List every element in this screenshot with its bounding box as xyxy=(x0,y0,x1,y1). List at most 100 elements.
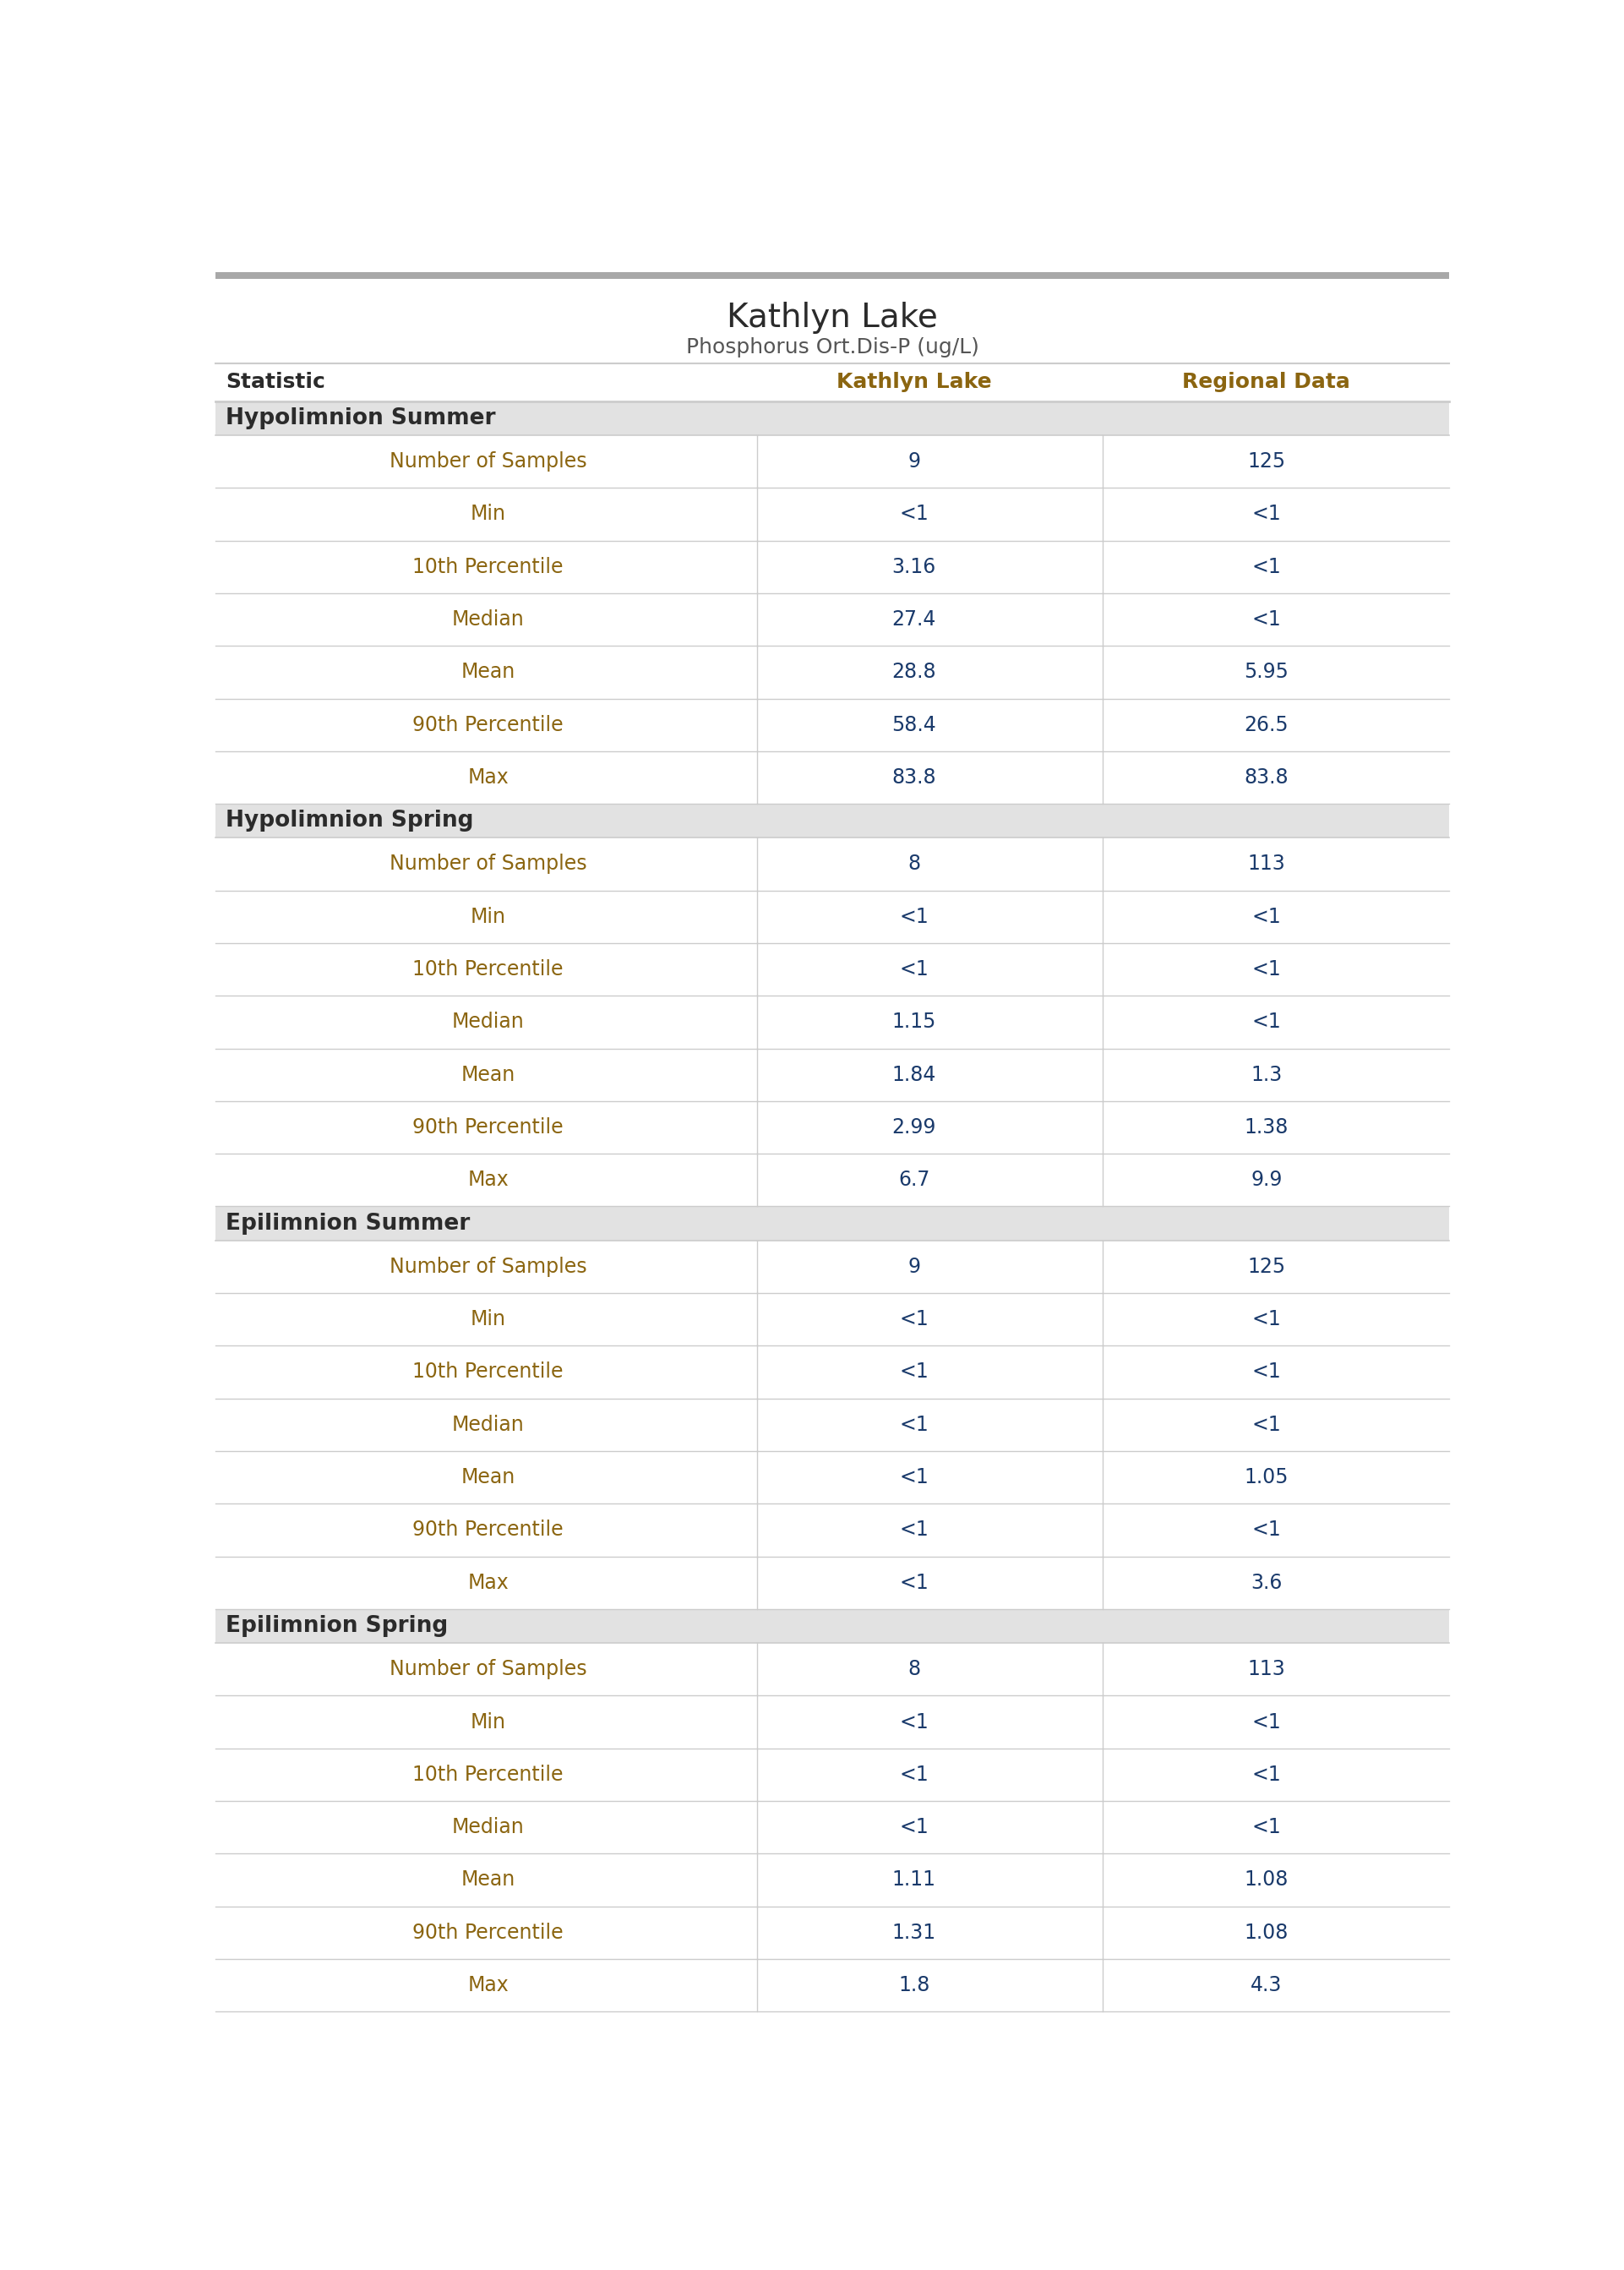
Text: Statistic: Statistic xyxy=(226,372,325,393)
Text: <1: <1 xyxy=(900,1573,929,1594)
Text: <1: <1 xyxy=(900,906,929,926)
Bar xyxy=(216,647,1449,699)
Text: 10th Percentile: 10th Percentile xyxy=(412,1764,564,1784)
Text: 5.95: 5.95 xyxy=(1244,663,1289,683)
Text: 90th Percentile: 90th Percentile xyxy=(412,1117,564,1137)
Text: Number of Samples: Number of Samples xyxy=(390,1258,586,1276)
Text: 1.31: 1.31 xyxy=(892,1923,935,1943)
Text: <1: <1 xyxy=(900,1310,929,1330)
Text: Max: Max xyxy=(468,1169,508,1189)
Text: 113: 113 xyxy=(1247,1659,1286,1680)
Text: Min: Min xyxy=(471,1310,505,1330)
Bar xyxy=(216,436,1449,488)
Text: 9.9: 9.9 xyxy=(1250,1169,1283,1189)
Text: 83.8: 83.8 xyxy=(892,767,937,788)
Text: 1.11: 1.11 xyxy=(892,1870,935,1891)
Text: <1: <1 xyxy=(900,1414,929,1435)
Text: 2.99: 2.99 xyxy=(892,1117,937,1137)
Text: <1: <1 xyxy=(1252,1816,1281,1836)
Bar xyxy=(216,699,1449,751)
Text: <1: <1 xyxy=(1252,960,1281,981)
Text: Number of Samples: Number of Samples xyxy=(390,452,586,472)
Text: 10th Percentile: 10th Percentile xyxy=(412,960,564,981)
Text: 10th Percentile: 10th Percentile xyxy=(412,556,564,577)
Text: Median: Median xyxy=(451,1012,525,1033)
Text: Max: Max xyxy=(468,1573,508,1594)
Bar xyxy=(216,1398,1449,1451)
Text: 6.7: 6.7 xyxy=(898,1169,931,1189)
Text: <1: <1 xyxy=(900,504,929,524)
Text: <1: <1 xyxy=(900,960,929,981)
Text: 90th Percentile: 90th Percentile xyxy=(412,1521,564,1539)
Text: <1: <1 xyxy=(1252,556,1281,577)
Bar xyxy=(216,402,1449,436)
Text: 113: 113 xyxy=(1247,854,1286,874)
Text: <1: <1 xyxy=(900,1816,929,1836)
Text: 1.8: 1.8 xyxy=(898,1975,931,1995)
Bar xyxy=(216,804,1449,838)
Text: Mean: Mean xyxy=(461,1466,515,1487)
Bar xyxy=(216,272,1449,279)
Text: 1.3: 1.3 xyxy=(1250,1065,1283,1085)
Bar xyxy=(216,540,1449,592)
Text: 28.8: 28.8 xyxy=(892,663,937,683)
Bar xyxy=(216,1294,1449,1346)
Text: Mean: Mean xyxy=(461,663,515,683)
Text: 1.84: 1.84 xyxy=(892,1065,937,1085)
Text: Epilimnion Summer: Epilimnion Summer xyxy=(226,1212,469,1235)
Text: 10th Percentile: 10th Percentile xyxy=(412,1362,564,1382)
Text: Min: Min xyxy=(471,504,505,524)
Bar xyxy=(216,1696,1449,1748)
Text: 58.4: 58.4 xyxy=(892,715,937,735)
Bar xyxy=(216,1800,1449,1855)
Bar xyxy=(216,1855,1449,1907)
Text: Max: Max xyxy=(468,767,508,788)
Text: <1: <1 xyxy=(1252,1521,1281,1539)
Text: 8: 8 xyxy=(908,1659,921,1680)
Text: 1.08: 1.08 xyxy=(1244,1870,1289,1891)
Bar xyxy=(216,1346,1449,1398)
Text: 4.3: 4.3 xyxy=(1250,1975,1283,1995)
Text: <1: <1 xyxy=(1252,1310,1281,1330)
Text: Mean: Mean xyxy=(461,1065,515,1085)
Bar xyxy=(216,592,1449,647)
Text: Epilimnion Spring: Epilimnion Spring xyxy=(226,1614,448,1637)
Text: Kathlyn Lake: Kathlyn Lake xyxy=(726,302,939,334)
Text: <1: <1 xyxy=(900,1712,929,1732)
Text: 3.16: 3.16 xyxy=(892,556,935,577)
Text: Kathlyn Lake: Kathlyn Lake xyxy=(836,372,992,393)
Text: Number of Samples: Number of Samples xyxy=(390,854,586,874)
Text: Hypolimnion Spring: Hypolimnion Spring xyxy=(226,810,474,831)
Bar xyxy=(216,363,1449,402)
Text: Median: Median xyxy=(451,1414,525,1435)
Text: Phosphorus Ort.Dis-P (ug/L): Phosphorus Ort.Dis-P (ug/L) xyxy=(685,336,979,356)
Text: <1: <1 xyxy=(1252,1012,1281,1033)
Text: 1.15: 1.15 xyxy=(892,1012,937,1033)
Bar xyxy=(216,997,1449,1049)
Text: <1: <1 xyxy=(900,1764,929,1784)
Text: Max: Max xyxy=(468,1975,508,1995)
Bar xyxy=(216,1153,1449,1205)
Text: 9: 9 xyxy=(908,452,921,472)
Text: 27.4: 27.4 xyxy=(892,608,937,629)
Text: Mean: Mean xyxy=(461,1870,515,1891)
Bar xyxy=(216,751,1449,804)
Bar xyxy=(216,1451,1449,1503)
Bar xyxy=(216,1049,1449,1101)
Text: <1: <1 xyxy=(1252,1362,1281,1382)
Text: <1: <1 xyxy=(900,1466,929,1487)
Text: 1.05: 1.05 xyxy=(1244,1466,1289,1487)
Text: 3.6: 3.6 xyxy=(1250,1573,1283,1594)
Text: <1: <1 xyxy=(900,1521,929,1539)
Bar xyxy=(216,1205,1449,1239)
Bar xyxy=(216,838,1449,890)
Bar xyxy=(216,1748,1449,1800)
Text: <1: <1 xyxy=(1252,1764,1281,1784)
Text: Hypolimnion Summer: Hypolimnion Summer xyxy=(226,406,495,429)
Text: Regional Data: Regional Data xyxy=(1182,372,1351,393)
Text: 9: 9 xyxy=(908,1258,921,1276)
Text: 26.5: 26.5 xyxy=(1244,715,1289,735)
Text: Median: Median xyxy=(451,608,525,629)
Bar xyxy=(216,1557,1449,1609)
Text: 1.08: 1.08 xyxy=(1244,1923,1289,1943)
